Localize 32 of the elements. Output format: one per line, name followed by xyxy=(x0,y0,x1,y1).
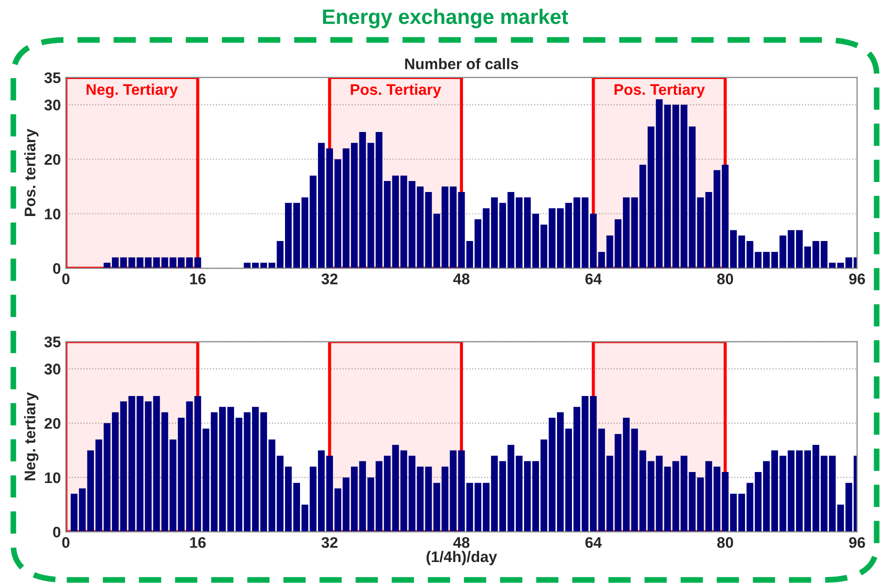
chart-title: Energy exchange market xyxy=(323,8,568,28)
x-tick-label: 64 xyxy=(585,274,602,284)
y-tick-label: 10 xyxy=(44,472,60,484)
x-tick-label: 96 xyxy=(849,274,866,284)
y-tick-label: 0 xyxy=(53,263,60,274)
x-tick-label: 32 xyxy=(321,274,338,284)
x-tick-label: 16 xyxy=(190,274,206,284)
y-axis-title: Pos. tertiary xyxy=(24,128,38,216)
y-axis-title: Neg. tertiary xyxy=(24,392,38,480)
x-tick-label: 16 xyxy=(190,537,206,548)
y-tick-label: 35 xyxy=(44,72,61,84)
x-tick-label: 80 xyxy=(717,274,734,284)
y-tick-label: 30 xyxy=(44,364,60,375)
y-tick-label: 35 xyxy=(44,336,61,348)
y-tick-label: 30 xyxy=(44,100,60,110)
y-tick-label: 0 xyxy=(53,526,60,538)
band-label: Neg. Tertiary xyxy=(86,84,178,98)
x-tick-label: 80 xyxy=(717,537,734,548)
chart-subtitle: Number of calls xyxy=(405,58,518,70)
x-tick-label: 0 xyxy=(62,274,70,284)
y-tick-label: 10 xyxy=(44,208,60,220)
x-axis-title: (1/4h)/day xyxy=(426,550,498,566)
x-tick-label: 48 xyxy=(453,537,470,548)
x-tick-label: 48 xyxy=(453,274,470,284)
y-tick-label: 20 xyxy=(44,154,60,165)
y-tick-label: 20 xyxy=(44,418,60,429)
x-tick-label: 0 xyxy=(62,537,70,548)
band-label: Pos. Tertiary xyxy=(614,84,705,98)
band-label: Pos. Tertiary xyxy=(350,84,442,98)
x-tick-label: 32 xyxy=(321,537,338,548)
x-tick-label: 64 xyxy=(585,537,602,548)
x-tick-label: 96 xyxy=(849,537,866,548)
